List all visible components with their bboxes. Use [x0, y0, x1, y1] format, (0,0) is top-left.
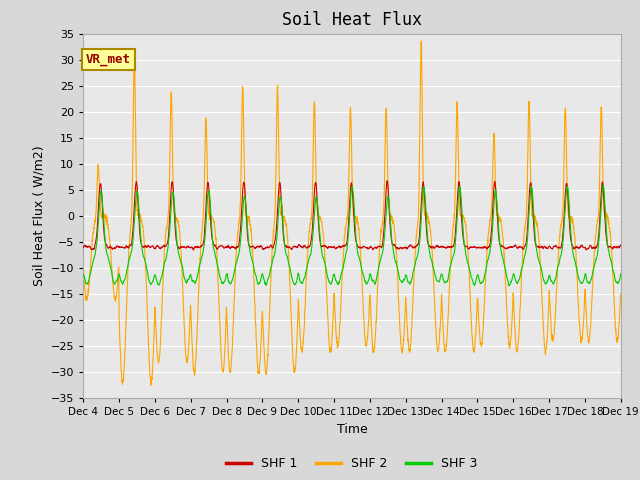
- Title: Soil Heat Flux: Soil Heat Flux: [282, 11, 422, 29]
- Y-axis label: Soil Heat Flux ( W/m2): Soil Heat Flux ( W/m2): [32, 146, 45, 286]
- Text: VR_met: VR_met: [86, 53, 131, 66]
- X-axis label: Time: Time: [337, 423, 367, 436]
- Legend: SHF 1, SHF 2, SHF 3: SHF 1, SHF 2, SHF 3: [221, 452, 483, 475]
